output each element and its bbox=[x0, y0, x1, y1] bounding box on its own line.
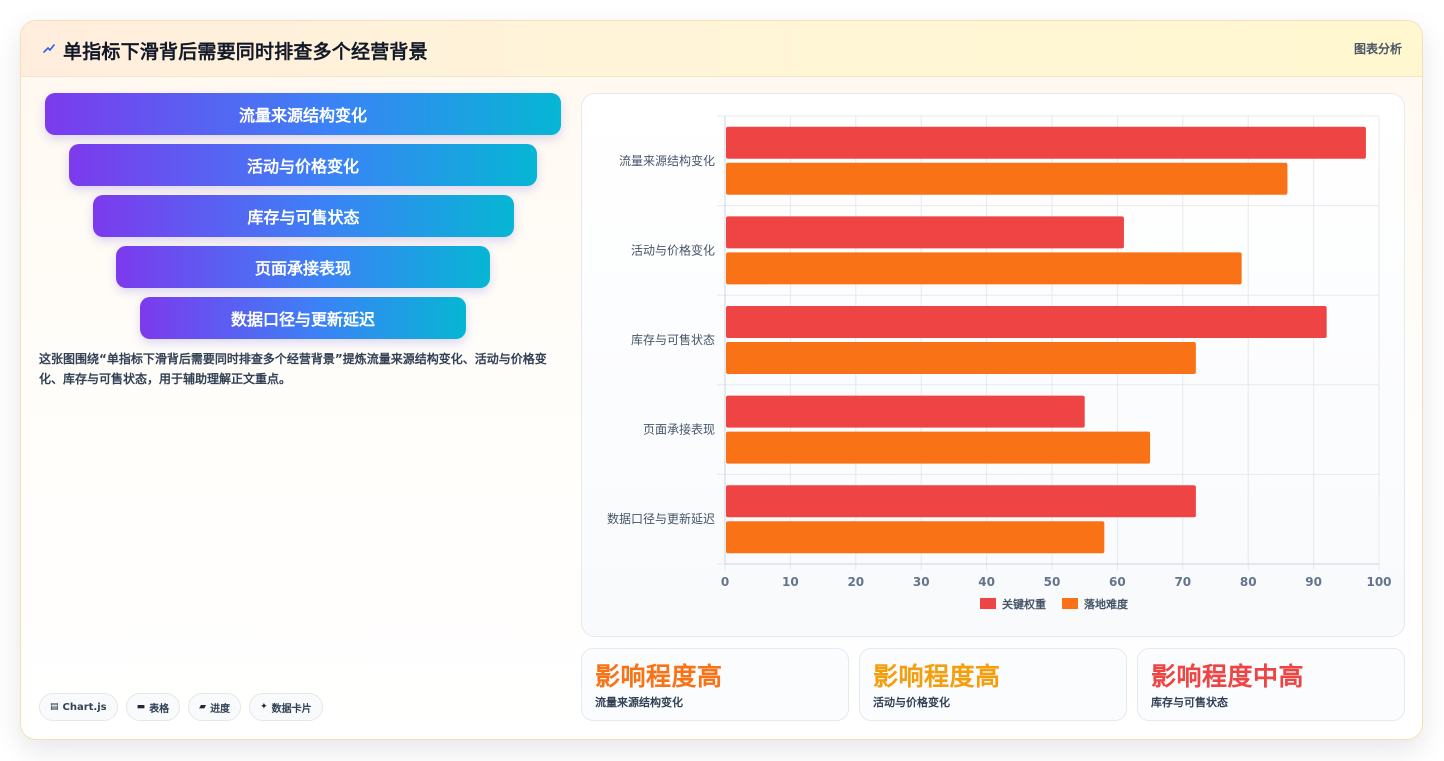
bar-difficulty bbox=[726, 252, 1242, 285]
bar-key-weight bbox=[726, 216, 1124, 249]
kpi-value: 影响程度高 bbox=[873, 662, 1001, 691]
chip-card[interactable]: ✦ 数据卡片 bbox=[249, 693, 323, 721]
chart-panel: 0 10 20 30 40 50 60 70 80 90 100 流量来源结构变化活动与价格变化 库存与… bbox=[581, 93, 1405, 637]
trend-icon bbox=[43, 44, 55, 53]
bar-key-weight bbox=[726, 306, 1327, 338]
funnel-step: 数据口径与更新延迟 bbox=[140, 297, 466, 339]
kpi-card: 影响程度中高 库存与可售状态 bbox=[1137, 648, 1405, 721]
y-tick-label: 库存与可售状态 bbox=[631, 332, 715, 347]
funnel-step: 活动与价格变化 bbox=[69, 144, 537, 186]
x-tick-label: 80 bbox=[1240, 575, 1257, 589]
kpi-label: 活动与价格变化 bbox=[873, 696, 950, 709]
funnel-step: 库存与可售状态 bbox=[93, 195, 514, 237]
legend-swatch bbox=[980, 598, 996, 609]
chip-table[interactable]: ▬ 表格 bbox=[125, 693, 181, 721]
bar-difficulty bbox=[726, 342, 1196, 374]
x-tick-label: 70 bbox=[1174, 575, 1191, 589]
funnel-step: 页面承接表现 bbox=[116, 246, 490, 288]
y-tick-label: 页面承接表现 bbox=[643, 422, 715, 437]
legend-label: 关键权重 bbox=[1002, 597, 1046, 611]
x-tick-label: 90 bbox=[1305, 575, 1322, 589]
chip-label: Chart.js bbox=[62, 701, 107, 713]
y-tick-label: 流量来源结构变化 bbox=[619, 153, 715, 168]
kpi-card: 影响程度高 活动与价格变化 bbox=[859, 648, 1127, 721]
kpi-label: 库存与可售状态 bbox=[1151, 696, 1228, 709]
bar-key-weight bbox=[726, 485, 1196, 518]
kpi-value: 影响程度高 bbox=[595, 662, 723, 691]
table-icon: ▬ bbox=[136, 702, 146, 712]
legend-swatch bbox=[1062, 598, 1078, 609]
x-tick-label: 40 bbox=[978, 575, 995, 589]
chip-progress[interactable]: ▰ 进度 bbox=[188, 693, 242, 721]
x-tick-label: 0 bbox=[721, 575, 729, 589]
x-tick-label: 60 bbox=[1109, 575, 1126, 589]
chip-label: 数据卡片 bbox=[271, 703, 312, 715]
x-tick-label: 30 bbox=[913, 575, 930, 589]
x-tick-label: 100 bbox=[1366, 575, 1391, 589]
page-title: 单指标下滑背后需要同时排查多个经营背景 bbox=[63, 41, 428, 63]
chip-chartjs[interactable]: ▤ Chart.js bbox=[39, 693, 118, 721]
chart-icon: ▤ bbox=[50, 702, 59, 712]
y-tick-label: 活动与价格变化 bbox=[631, 242, 715, 257]
bar-difficulty bbox=[726, 431, 1151, 464]
x-tick-label: 10 bbox=[782, 575, 799, 589]
chip-label: 进度 bbox=[210, 703, 231, 715]
chip-label: 表格 bbox=[149, 703, 170, 715]
x-tick-label: 50 bbox=[1044, 575, 1061, 589]
kpi-value: 影响程度中高 bbox=[1151, 662, 1305, 691]
kpi-card: 影响程度高 流量来源结构变化 bbox=[581, 648, 849, 721]
header: 单指标下滑背后需要同时排查多个经营背景 图表分析 bbox=[21, 21, 1422, 77]
bar-chart: 0 10 20 30 40 50 60 70 80 90 100 流量来源结构变化活动与价格变化库存与… bbox=[607, 115, 1392, 611]
card-icon: ✦ bbox=[260, 702, 268, 712]
kpi-label: 流量来源结构变化 bbox=[595, 696, 683, 709]
bar-key-weight bbox=[726, 126, 1366, 159]
chip-row: ▤ Chart.js ▬ 表格 ▰ 进度 ✦ 数据卡片 bbox=[39, 693, 323, 721]
y-tick-label: 数据口径与更新延迟 bbox=[607, 511, 715, 526]
legend-label: 落地难度 bbox=[1084, 597, 1129, 611]
progress-icon: ▰ bbox=[199, 702, 207, 712]
bar-difficulty bbox=[726, 521, 1105, 554]
bar-key-weight bbox=[726, 395, 1085, 428]
funnel-step: 流量来源结构变化 bbox=[45, 93, 561, 135]
header-tag: 图表分析 bbox=[1353, 42, 1402, 56]
bar-difficulty bbox=[726, 162, 1288, 195]
x-tick-label: 20 bbox=[847, 575, 864, 589]
description: 这张图围绕“单指标下滑背后需要同时排查多个经营背景”提炼流量来源结构变化、活动与… bbox=[39, 352, 547, 386]
main-card: 单指标下滑背后需要同时排查多个经营背景 图表分析 流量来源结构变化 活动与价格变… bbox=[20, 20, 1423, 740]
